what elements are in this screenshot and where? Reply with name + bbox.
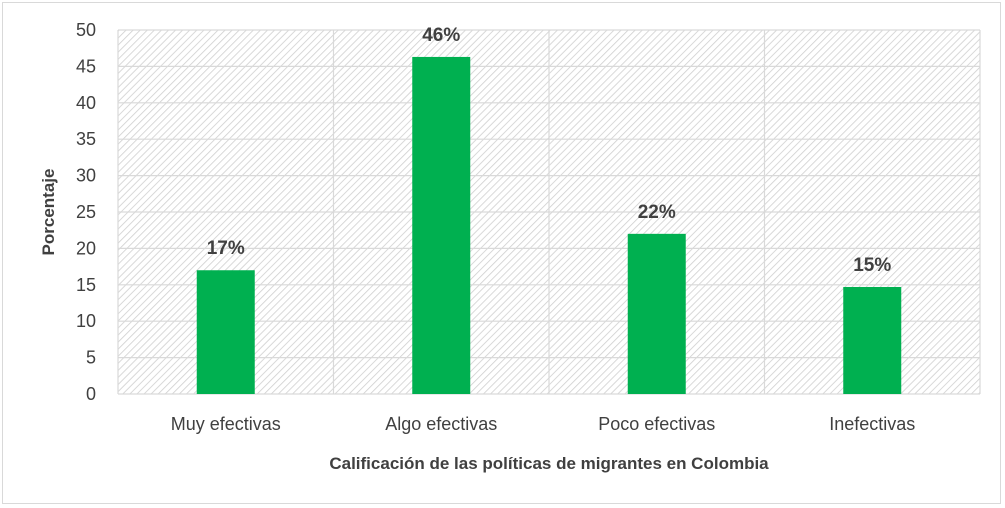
- gridlines: [117, 29, 981, 395]
- data-label: 46%: [422, 25, 460, 46]
- y-tick-labels: 0 5 10 15 20 25 30 35 40 45 50: [76, 20, 96, 404]
- data-label: 15%: [853, 255, 891, 276]
- x-tick-label: Muy efectivas: [171, 414, 281, 434]
- y-tick-label: 30: [76, 166, 96, 186]
- x-axis-title: Calificación de las políticas de migrant…: [329, 454, 769, 473]
- x-tick-label: Inefectivas: [829, 414, 915, 434]
- y-tick-label: 35: [76, 129, 96, 149]
- bar: [627, 233, 686, 394]
- y-tick-label: 10: [76, 311, 96, 331]
- x-tick-label: Poco efectivas: [598, 414, 715, 434]
- data-labels: 17% 46% 22% 15%: [207, 25, 892, 276]
- y-tick-label: 50: [76, 20, 96, 40]
- y-tick-label: 15: [76, 275, 96, 295]
- y-axis-title: Porcentaje: [39, 169, 58, 256]
- y-tick-label: 0: [86, 384, 96, 404]
- bar: [843, 286, 902, 394]
- bar: [412, 56, 471, 394]
- y-tick-label: 40: [76, 93, 96, 113]
- y-tick-label: 20: [76, 238, 96, 258]
- bar: [196, 270, 255, 394]
- y-tick-label: 25: [76, 202, 96, 222]
- bars: [196, 56, 902, 394]
- data-label: 22%: [638, 202, 676, 223]
- x-tick-labels: Muy efectivas Algo efectivas Poco efectiva…: [171, 414, 916, 434]
- y-tick-label: 5: [86, 348, 96, 368]
- data-label: 17%: [207, 238, 245, 259]
- x-tick-label: Algo efectivas: [385, 414, 497, 434]
- y-tick-label: 45: [76, 56, 96, 76]
